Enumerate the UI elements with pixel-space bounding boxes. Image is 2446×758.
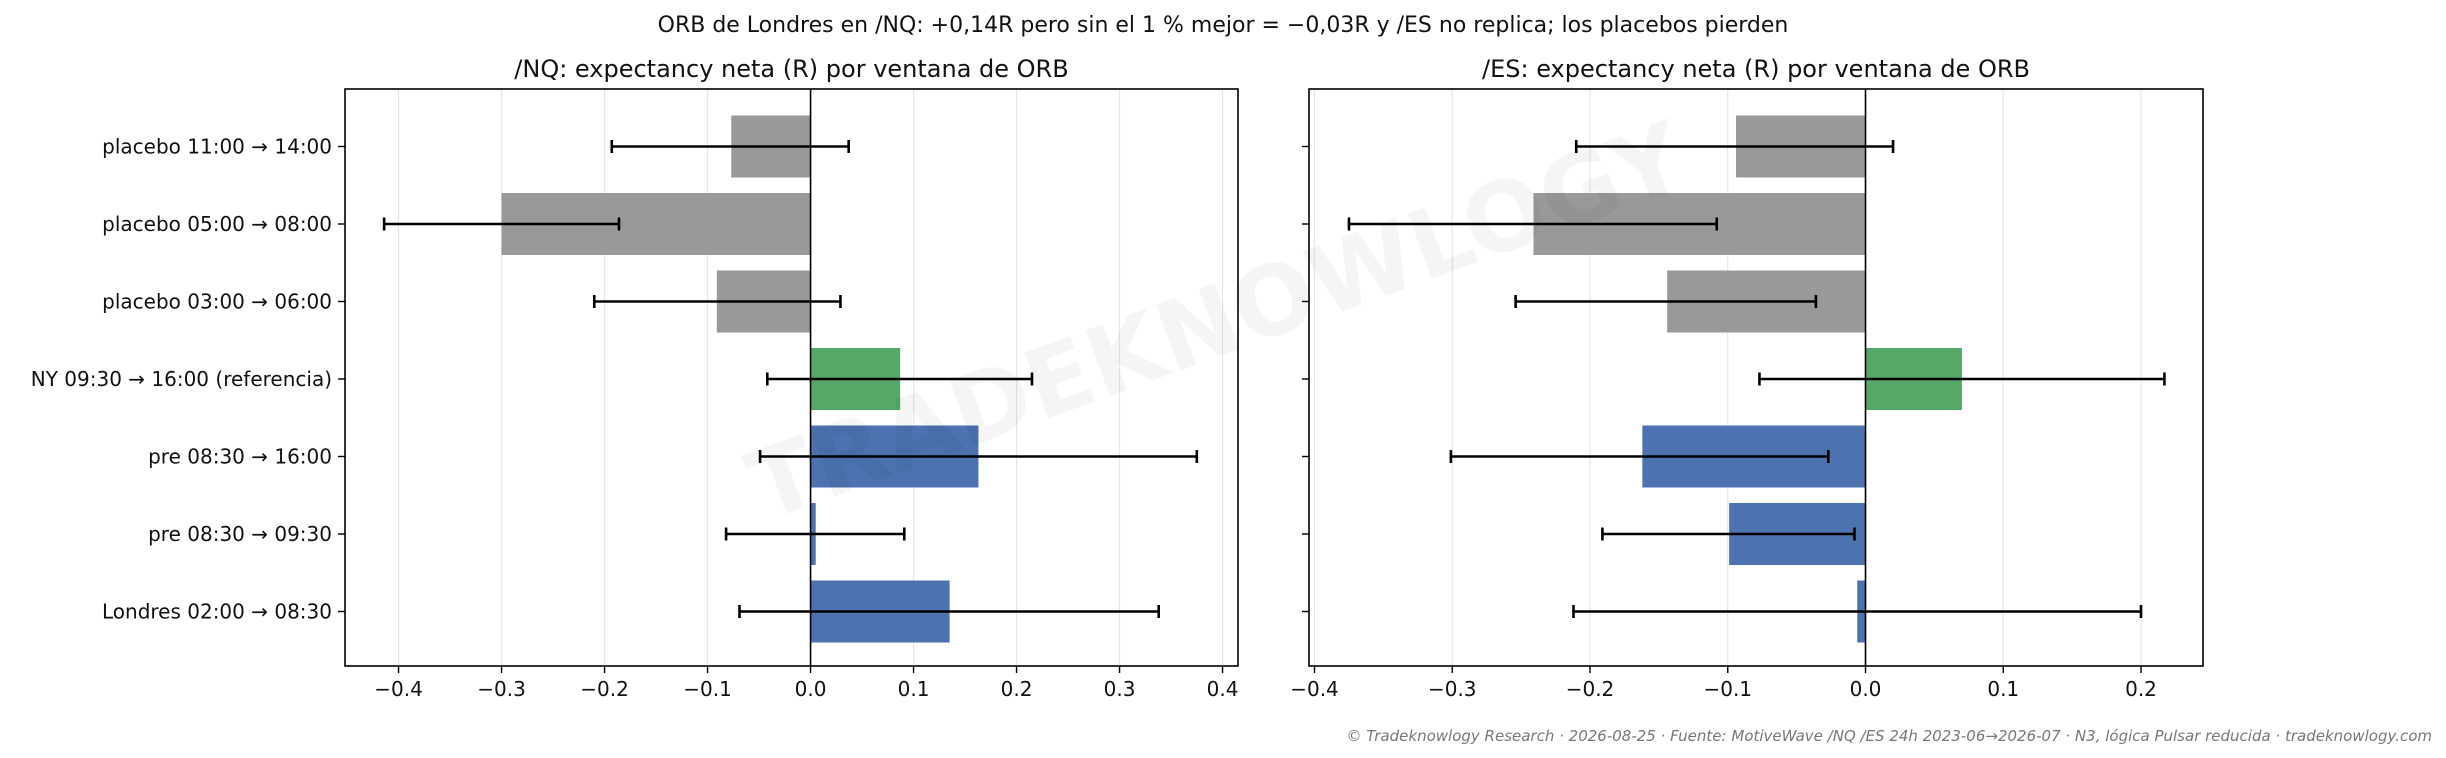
x-tick-label: 0.1	[898, 677, 930, 701]
axes-frame	[344, 88, 1239, 667]
x-tick-label: 0.0	[795, 677, 827, 701]
y-tick-label: pre 08:30 → 16:00	[148, 445, 332, 469]
x-tick-label: −0.3	[477, 677, 526, 701]
axes-frame	[1308, 88, 2204, 667]
footer-credit: © Tradeknowlogy Research · 2026-08-25 · …	[1347, 727, 2432, 745]
chart-panel-1: −0.4 −0.3 −0.2 −0.1 0.0 0.1 0.2 0.3 0.4 placebo 1…	[31, 55, 1239, 701]
x-tick-label: 0.2	[1001, 677, 1033, 701]
x-tick-label: 0.1	[1987, 677, 2019, 701]
x-tick-label: 0.4	[1207, 677, 1239, 701]
x-tick-label: −0.1	[1703, 677, 1752, 701]
y-tick-label: placebo 11:00 → 14:00	[102, 135, 332, 159]
x-tick-label: −0.1	[683, 677, 732, 701]
x-tick-label: 0.2	[2125, 677, 2157, 701]
y-tick-label: Londres 02:00 → 08:30	[102, 600, 332, 624]
y-tick-label: NY 09:30 → 16:00 (referencia)	[31, 367, 332, 391]
x-tick-label: −0.2	[580, 677, 629, 701]
watermark: TRADEKNOWLOGY	[734, 100, 1701, 543]
figure-suptitle: ORB de Londres en /NQ: +0,14R pero sin e…	[658, 13, 1789, 38]
panel-title: /NQ: expectancy neta (R) por ventana de …	[514, 55, 1068, 83]
chart-panels: −0.4 −0.3 −0.2 −0.1 0.0 0.1 0.2 0.3 0.4 placebo 1…	[31, 55, 2204, 701]
y-tick-label: pre 08:30 → 09:30	[148, 522, 332, 546]
x-tick-label: −0.4	[1290, 677, 1339, 701]
x-tick-label: −0.4	[374, 677, 423, 701]
x-tick-label: −0.2	[1566, 677, 1615, 701]
y-tick-label: placebo 05:00 → 08:00	[102, 212, 332, 236]
panel-title: /ES: expectancy neta (R) por ventana de …	[1482, 55, 2030, 83]
x-tick-label: 0.3	[1104, 677, 1136, 701]
chart-panel-2: −0.4 −0.3 −0.2 −0.1 0.0 0.1 0.2/ES: expectancy…	[1290, 55, 2204, 701]
y-tick-label: placebo 03:00 → 06:00	[102, 290, 332, 314]
x-tick-label: 0.0	[1850, 677, 1882, 701]
x-tick-label: −0.3	[1428, 677, 1477, 701]
